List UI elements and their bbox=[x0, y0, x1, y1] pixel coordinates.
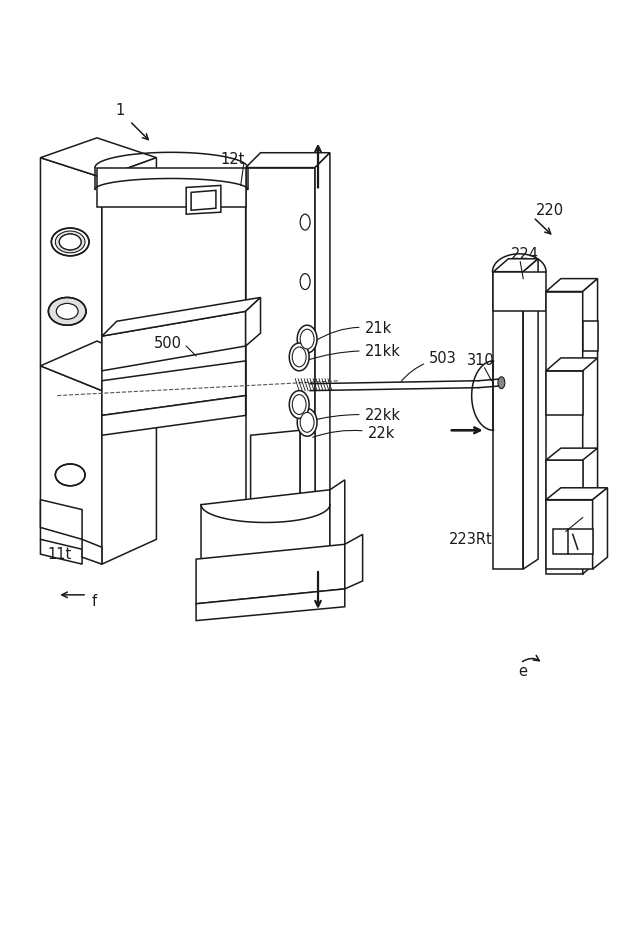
Text: 21kk: 21kk bbox=[308, 344, 401, 360]
Polygon shape bbox=[546, 292, 582, 574]
Polygon shape bbox=[40, 539, 82, 564]
Polygon shape bbox=[97, 168, 246, 207]
Polygon shape bbox=[102, 157, 156, 391]
Text: 223Rt: 223Rt bbox=[449, 532, 493, 547]
Polygon shape bbox=[553, 530, 593, 554]
Polygon shape bbox=[251, 431, 300, 515]
Polygon shape bbox=[330, 480, 345, 559]
Ellipse shape bbox=[56, 304, 78, 319]
Polygon shape bbox=[102, 395, 246, 435]
Polygon shape bbox=[201, 490, 330, 574]
Polygon shape bbox=[546, 488, 607, 500]
Polygon shape bbox=[102, 311, 246, 370]
Ellipse shape bbox=[60, 234, 81, 250]
Polygon shape bbox=[493, 271, 524, 569]
Ellipse shape bbox=[300, 412, 314, 432]
Polygon shape bbox=[582, 279, 598, 574]
Ellipse shape bbox=[55, 231, 85, 253]
Polygon shape bbox=[546, 460, 582, 500]
Ellipse shape bbox=[300, 274, 310, 290]
Text: f: f bbox=[92, 594, 97, 609]
Text: 310: 310 bbox=[467, 354, 495, 369]
Text: e: e bbox=[518, 664, 527, 679]
Polygon shape bbox=[102, 366, 156, 564]
Polygon shape bbox=[102, 174, 246, 391]
Ellipse shape bbox=[300, 214, 310, 230]
Ellipse shape bbox=[289, 391, 309, 419]
Polygon shape bbox=[102, 361, 246, 416]
Polygon shape bbox=[246, 168, 315, 589]
Polygon shape bbox=[196, 589, 345, 620]
Polygon shape bbox=[546, 279, 598, 292]
Polygon shape bbox=[40, 341, 156, 391]
Text: 1: 1 bbox=[115, 103, 124, 118]
Ellipse shape bbox=[300, 329, 314, 349]
Ellipse shape bbox=[51, 228, 89, 256]
Polygon shape bbox=[191, 191, 216, 210]
Polygon shape bbox=[315, 153, 330, 589]
Polygon shape bbox=[593, 488, 607, 569]
Polygon shape bbox=[40, 366, 102, 564]
Polygon shape bbox=[196, 544, 345, 604]
Ellipse shape bbox=[55, 464, 85, 486]
Polygon shape bbox=[40, 157, 102, 391]
Polygon shape bbox=[102, 297, 260, 336]
Polygon shape bbox=[546, 500, 593, 569]
Polygon shape bbox=[524, 258, 538, 569]
Text: 22kk: 22kk bbox=[308, 408, 401, 423]
Text: 220: 220 bbox=[536, 203, 564, 218]
Ellipse shape bbox=[289, 343, 309, 370]
Polygon shape bbox=[582, 321, 598, 351]
Text: 22k: 22k bbox=[313, 426, 395, 441]
Polygon shape bbox=[40, 500, 82, 539]
Ellipse shape bbox=[297, 408, 317, 436]
Polygon shape bbox=[493, 271, 546, 311]
Ellipse shape bbox=[297, 325, 317, 353]
Polygon shape bbox=[546, 448, 598, 460]
Polygon shape bbox=[40, 138, 156, 178]
Text: 12t: 12t bbox=[221, 152, 245, 168]
Polygon shape bbox=[246, 153, 330, 168]
Ellipse shape bbox=[498, 377, 505, 389]
Ellipse shape bbox=[60, 234, 81, 250]
Polygon shape bbox=[300, 420, 315, 509]
Polygon shape bbox=[493, 258, 538, 271]
Text: 224: 224 bbox=[511, 247, 540, 262]
Ellipse shape bbox=[292, 347, 306, 367]
Polygon shape bbox=[345, 534, 363, 589]
Ellipse shape bbox=[292, 394, 306, 415]
Text: 11t: 11t bbox=[47, 546, 72, 562]
Ellipse shape bbox=[49, 297, 86, 325]
Polygon shape bbox=[82, 539, 102, 564]
Polygon shape bbox=[246, 297, 260, 346]
Text: 21k: 21k bbox=[314, 321, 392, 342]
Text: 503: 503 bbox=[401, 351, 457, 382]
Polygon shape bbox=[546, 370, 582, 416]
Text: 500: 500 bbox=[154, 335, 182, 351]
Polygon shape bbox=[186, 185, 221, 214]
Polygon shape bbox=[546, 358, 598, 370]
